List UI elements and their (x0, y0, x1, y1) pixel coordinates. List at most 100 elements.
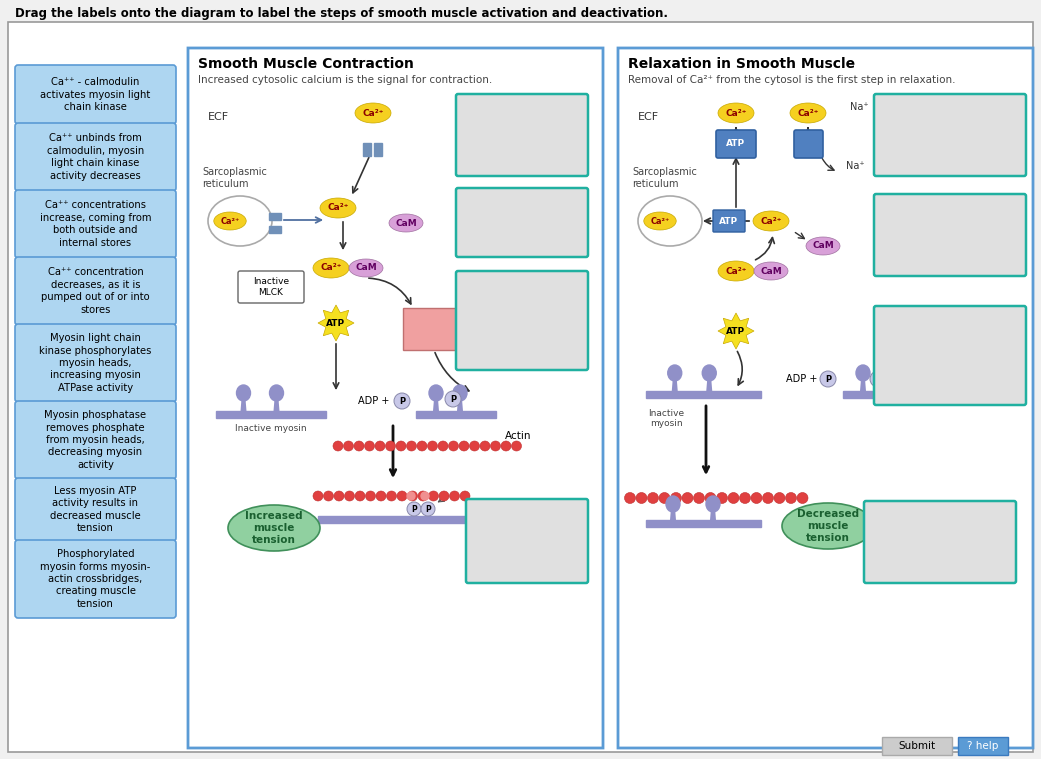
Text: ATP: ATP (727, 140, 745, 149)
Ellipse shape (667, 365, 682, 381)
Text: Sarcoplasmic
reticulum: Sarcoplasmic reticulum (202, 167, 266, 188)
Circle shape (751, 493, 762, 503)
Circle shape (786, 493, 796, 503)
Circle shape (439, 491, 449, 501)
Text: Inactive myosin: Inactive myosin (235, 424, 307, 433)
Text: ECF: ECF (638, 112, 659, 122)
Text: Ca²⁺: Ca²⁺ (327, 203, 349, 213)
FancyBboxPatch shape (874, 94, 1026, 176)
Ellipse shape (718, 261, 754, 281)
Polygon shape (670, 508, 676, 520)
Bar (374, 143, 382, 156)
Circle shape (648, 493, 659, 503)
Text: Ca⁺⁺ concentrations
increase, coming from
both outside and
internal stores: Ca⁺⁺ concentrations increase, coming fro… (40, 200, 151, 247)
Circle shape (393, 393, 410, 409)
Circle shape (728, 493, 739, 503)
Bar (363, 143, 371, 156)
Text: Less myosin ATP
activity results in
decreased muscle
tension: Less myosin ATP activity results in decr… (50, 486, 141, 533)
Circle shape (364, 441, 375, 451)
Bar (646, 391, 761, 398)
Text: Myosin light chain
kinase phosphorylates
myosin heads,
increasing myosin
ATPase : Myosin light chain kinase phosphorylates… (40, 333, 152, 393)
Circle shape (469, 441, 480, 451)
Circle shape (386, 491, 397, 501)
Circle shape (459, 441, 469, 451)
FancyBboxPatch shape (456, 188, 588, 257)
Circle shape (428, 441, 437, 451)
Circle shape (376, 491, 386, 501)
Circle shape (397, 491, 407, 501)
Ellipse shape (856, 365, 870, 381)
Circle shape (739, 493, 751, 503)
Circle shape (438, 441, 448, 451)
Polygon shape (718, 313, 754, 349)
Polygon shape (860, 379, 866, 391)
Polygon shape (710, 508, 716, 520)
Circle shape (716, 493, 728, 503)
Ellipse shape (208, 196, 272, 246)
FancyBboxPatch shape (874, 194, 1026, 276)
Text: Ca⁺⁺ concentration
decreases, as it is
pumped out of or into
stores: Ca⁺⁺ concentration decreases, as it is p… (42, 267, 150, 314)
Text: Actin: Actin (505, 431, 531, 441)
Text: Ca⁺⁺ unbinds from
calmodulin, myosin
light chain kinase
activity decreases: Ca⁺⁺ unbinds from calmodulin, myosin lig… (47, 134, 144, 181)
Ellipse shape (666, 496, 680, 512)
Circle shape (385, 441, 396, 451)
Circle shape (313, 491, 323, 501)
Circle shape (659, 493, 670, 503)
Circle shape (501, 441, 511, 451)
Circle shape (511, 441, 522, 451)
Ellipse shape (782, 503, 874, 549)
Circle shape (775, 493, 785, 503)
Ellipse shape (313, 258, 349, 278)
Bar (192, 153, 599, 744)
Bar (958, 737, 1008, 755)
FancyBboxPatch shape (864, 501, 1016, 583)
Circle shape (460, 491, 469, 501)
FancyBboxPatch shape (15, 401, 176, 479)
Text: Relaxation in Smooth Muscle: Relaxation in Smooth Muscle (628, 57, 855, 71)
Bar (623, 91, 1029, 144)
Bar (215, 411, 326, 418)
Ellipse shape (355, 103, 391, 123)
Polygon shape (433, 399, 439, 411)
Circle shape (705, 493, 716, 503)
Text: Na⁺: Na⁺ (850, 102, 868, 112)
Circle shape (445, 391, 461, 407)
Text: Increased cytosolic calcium is the signal for contraction.: Increased cytosolic calcium is the signa… (198, 75, 492, 85)
Circle shape (324, 491, 333, 501)
Text: CaM: CaM (396, 219, 416, 228)
Polygon shape (884, 379, 890, 391)
Circle shape (670, 493, 682, 503)
Circle shape (682, 493, 693, 503)
Text: P: P (450, 395, 456, 404)
Bar (416, 411, 496, 418)
Circle shape (406, 441, 416, 451)
Ellipse shape (643, 212, 677, 230)
Text: Myosin phosphatase
removes phosphate
from myosin heads,
decreasing myosin
activi: Myosin phosphatase removes phosphate fro… (45, 410, 147, 470)
Polygon shape (671, 379, 678, 391)
Ellipse shape (270, 385, 283, 401)
Text: Ca²⁺: Ca²⁺ (726, 266, 746, 276)
Text: Ca²⁺: Ca²⁺ (651, 216, 669, 225)
Ellipse shape (638, 196, 702, 246)
Text: ? help: ? help (967, 741, 998, 751)
Ellipse shape (453, 385, 467, 401)
Ellipse shape (236, 385, 251, 401)
FancyBboxPatch shape (238, 271, 304, 303)
Circle shape (396, 441, 406, 451)
Ellipse shape (790, 103, 826, 123)
Bar (192, 144, 599, 153)
Polygon shape (240, 399, 247, 411)
Circle shape (797, 493, 808, 503)
FancyBboxPatch shape (874, 306, 1026, 405)
FancyBboxPatch shape (713, 210, 745, 232)
Text: Ca²⁺: Ca²⁺ (726, 109, 746, 118)
FancyBboxPatch shape (15, 324, 176, 402)
Circle shape (417, 441, 427, 451)
Text: P: P (824, 374, 831, 383)
Text: P: P (425, 505, 431, 514)
FancyBboxPatch shape (618, 48, 1033, 748)
FancyBboxPatch shape (188, 48, 603, 748)
FancyBboxPatch shape (466, 499, 588, 583)
Bar (403, 308, 465, 350)
Text: CaM: CaM (812, 241, 834, 250)
